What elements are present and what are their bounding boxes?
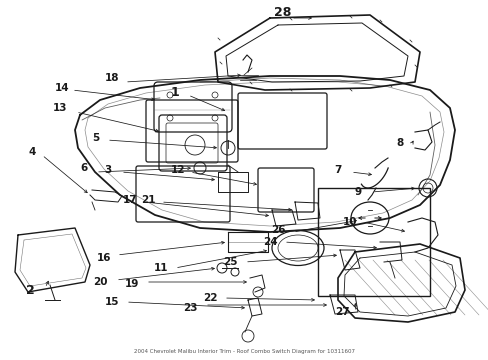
Text: 9: 9 [354, 187, 361, 197]
Text: 13: 13 [53, 103, 67, 113]
Text: 25: 25 [223, 257, 237, 267]
Text: 28: 28 [274, 5, 291, 18]
Text: 16: 16 [97, 253, 111, 263]
Text: 3: 3 [104, 165, 111, 175]
Text: 11: 11 [153, 263, 168, 273]
Text: 14: 14 [55, 83, 69, 93]
Text: 2004 Chevrolet Malibu Interior Trim - Roof Combo Switch Diagram for 10311607: 2004 Chevrolet Malibu Interior Trim - Ro… [134, 349, 354, 354]
Text: 15: 15 [104, 297, 119, 307]
Bar [317, 188, 429, 296]
Text: 20: 20 [93, 277, 107, 287]
Text: 24: 24 [262, 237, 277, 247]
Text: 7: 7 [334, 165, 341, 175]
Text: 6: 6 [80, 163, 87, 173]
Text: 26: 26 [270, 225, 285, 235]
Text: 10: 10 [342, 217, 357, 227]
Text: 2: 2 [25, 284, 34, 297]
Text: 18: 18 [104, 73, 119, 83]
Text: 17: 17 [122, 195, 137, 205]
Text: 19: 19 [124, 279, 139, 289]
Text: 5: 5 [92, 133, 100, 143]
Text: 12: 12 [170, 165, 185, 175]
Text: 23: 23 [183, 303, 197, 313]
Text: 1: 1 [170, 85, 179, 99]
Text: 8: 8 [396, 138, 403, 148]
Text: 27: 27 [334, 307, 348, 317]
Text: 21: 21 [141, 195, 155, 205]
Text: 22: 22 [203, 293, 217, 303]
Text: 4: 4 [28, 147, 36, 157]
